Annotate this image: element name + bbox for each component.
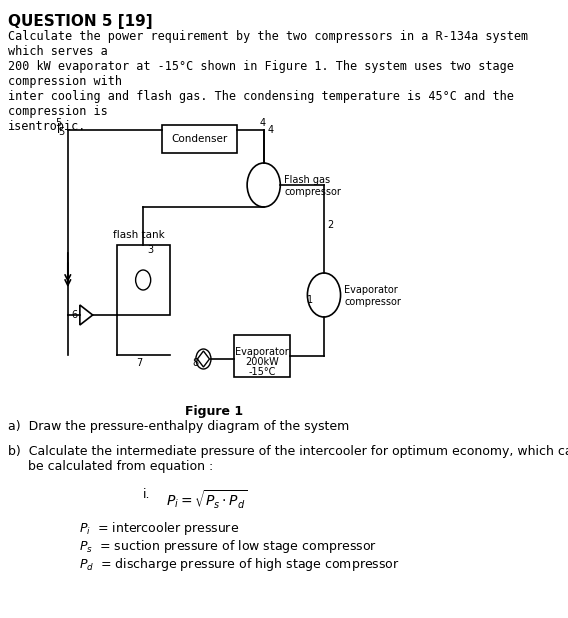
Text: QUESTION 5 [19]: QUESTION 5 [19] (7, 14, 152, 29)
Text: a)  Draw the pressure-enthalpy diagram of the system: a) Draw the pressure-enthalpy diagram of… (7, 420, 349, 433)
Text: Condenser: Condenser (172, 134, 228, 144)
Text: Flash gas: Flash gas (284, 175, 330, 185)
Text: $P_d$  = discharge pressure of high stage compressor: $P_d$ = discharge pressure of high stage… (79, 556, 400, 573)
Text: 200kW: 200kW (245, 357, 279, 367)
Text: 5: 5 (56, 118, 62, 128)
Text: $P_i = \sqrt{P_s \cdot P_d}$: $P_i = \sqrt{P_s \cdot P_d}$ (166, 488, 248, 510)
Text: -15°C: -15°C (248, 367, 275, 377)
Text: Figure 1: Figure 1 (185, 405, 243, 418)
Text: 8: 8 (193, 358, 199, 368)
Text: 1: 1 (307, 295, 312, 305)
Bar (233, 335, 290, 377)
Text: Evaporator: Evaporator (344, 285, 398, 295)
Text: i.: i. (143, 488, 151, 501)
Text: 7: 7 (136, 358, 143, 368)
Text: flash tank: flash tank (113, 230, 165, 240)
Text: compressor: compressor (284, 187, 341, 197)
Text: 4: 4 (268, 125, 274, 135)
Text: compressor: compressor (344, 297, 401, 307)
Text: 2: 2 (328, 220, 334, 230)
Text: 4: 4 (259, 118, 265, 128)
Bar (162, 125, 237, 153)
Text: 3: 3 (147, 245, 153, 255)
Text: $P_i$  = intercooler pressure: $P_i$ = intercooler pressure (79, 520, 239, 537)
Text: b)  Calculate the intermediate pressure of the intercooler for optimum economy, : b) Calculate the intermediate pressure o… (7, 445, 568, 473)
Text: $P_s$  = suction pressure of low stage compressor: $P_s$ = suction pressure of low stage co… (79, 538, 377, 555)
Text: 6: 6 (72, 310, 78, 320)
Bar (117, 245, 169, 315)
Text: 5: 5 (58, 127, 64, 137)
Text: Evaporator: Evaporator (235, 347, 289, 357)
Text: Calculate the power requirement by the two compressors in a R-134a system which : Calculate the power requirement by the t… (7, 30, 528, 133)
